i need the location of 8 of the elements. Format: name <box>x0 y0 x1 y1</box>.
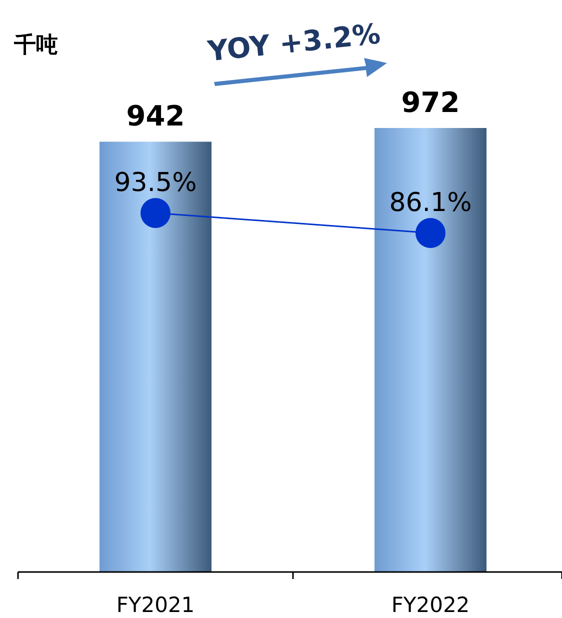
data-label: 972 <box>401 86 460 119</box>
x-tick-label: FY2022 <box>391 593 470 617</box>
y-axis-title: 千吨 <box>13 33 58 58</box>
x-tick-label: FY2021 <box>116 593 195 617</box>
data-label: 942 <box>126 100 185 133</box>
text: YOY +3.2% <box>205 17 382 68</box>
data-label: 86.1% <box>389 188 472 218</box>
data-label: 93.5% <box>114 168 197 198</box>
